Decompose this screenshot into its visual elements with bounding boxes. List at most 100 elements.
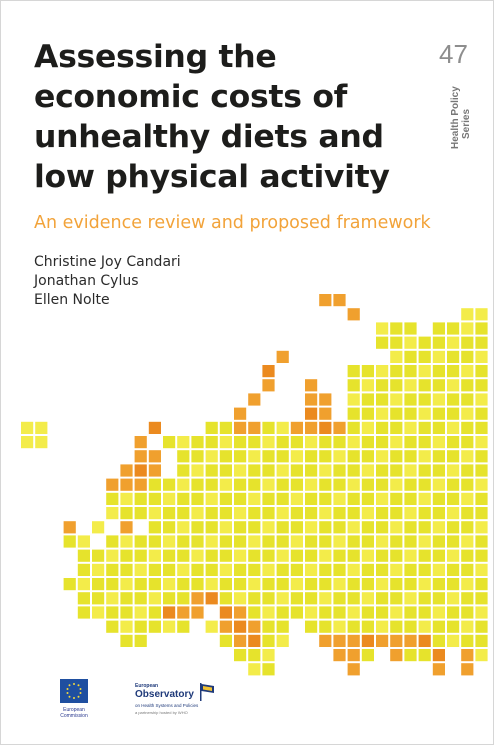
map-tile [347,379,360,392]
map-tile [262,634,275,647]
map-tile [376,634,389,647]
map-tile [191,521,204,534]
map-tile [432,606,445,619]
map-tile [219,563,232,576]
map-tile [276,620,289,633]
map-tile [120,549,133,562]
map-tile [404,478,417,491]
map-tile [120,464,133,477]
map-tile [262,606,275,619]
map-tile [447,578,460,591]
map-tile [262,421,275,434]
map-tile [432,450,445,463]
map-tile [376,393,389,406]
map-tile [305,507,318,520]
map-tile [134,620,147,633]
map-tile [376,322,389,335]
map-tile [461,450,474,463]
ec-logo-text: European Commission [46,707,102,719]
map-tile [390,620,403,633]
map-tile [475,521,488,534]
map-tile [177,606,190,619]
map-tile [447,407,460,420]
map-tile [461,393,474,406]
map-tile [234,535,247,548]
map-tile [376,507,389,520]
map-tile [219,578,232,591]
european-commission-logo: European Commission [46,679,98,725]
map-tile [290,492,303,505]
map-tile [163,563,176,576]
map-tile [475,620,488,633]
map-tile [248,492,261,505]
map-tile [290,535,303,548]
map-tile [432,578,445,591]
map-tile [447,606,460,619]
map-tile [319,464,332,477]
map-tile [219,620,232,633]
map-tile [333,464,346,477]
map-tile [319,421,332,434]
map-tile [134,492,147,505]
map-tile [262,436,275,449]
map-tile [177,578,190,591]
map-tile [333,521,346,534]
map-tile [333,450,346,463]
map-tile [461,606,474,619]
map-tile [92,606,105,619]
map-tile [447,492,460,505]
map-tile [376,492,389,505]
map-tile [361,478,374,491]
map-tile [333,620,346,633]
map-tile [234,620,247,633]
map-tile [177,492,190,505]
map-tile [390,365,403,378]
map-tile [361,634,374,647]
map-tile [432,507,445,520]
map-tile [376,535,389,548]
map-tile [120,606,133,619]
map-tile [347,478,360,491]
map-tile [205,521,218,534]
cover-subtitle: An evidence review and proposed framewor… [34,213,431,233]
map-tile [106,592,119,605]
map-tile [276,478,289,491]
map-tile [475,507,488,520]
map-tile [148,507,161,520]
map-tile [390,393,403,406]
map-tile [248,634,261,647]
map-tile [77,535,90,548]
map-tile [248,563,261,576]
map-tile [177,450,190,463]
map-tile [475,578,488,591]
map-tile [276,436,289,449]
map-tile [177,549,190,562]
map-tile [432,393,445,406]
map-tile [77,592,90,605]
map-tile [276,507,289,520]
map-tile [234,421,247,434]
map-tile [432,478,445,491]
map-tile [418,464,431,477]
map-tile [361,393,374,406]
map-tile [134,507,147,520]
map-tile [347,649,360,662]
map-tile [447,592,460,605]
map-tile [191,578,204,591]
map-tile [77,578,90,591]
map-tile [319,492,332,505]
map-tile [177,521,190,534]
map-tile [347,521,360,534]
map-tile [262,492,275,505]
map-tile [305,535,318,548]
map-tile [347,464,360,477]
map-tile [248,478,261,491]
map-tile [461,663,474,676]
map-tile [205,563,218,576]
map-tile [106,578,119,591]
map-tile [404,350,417,363]
map-tile [376,606,389,619]
map-tile [305,393,318,406]
map-tile [461,407,474,420]
map-tile [404,535,417,548]
